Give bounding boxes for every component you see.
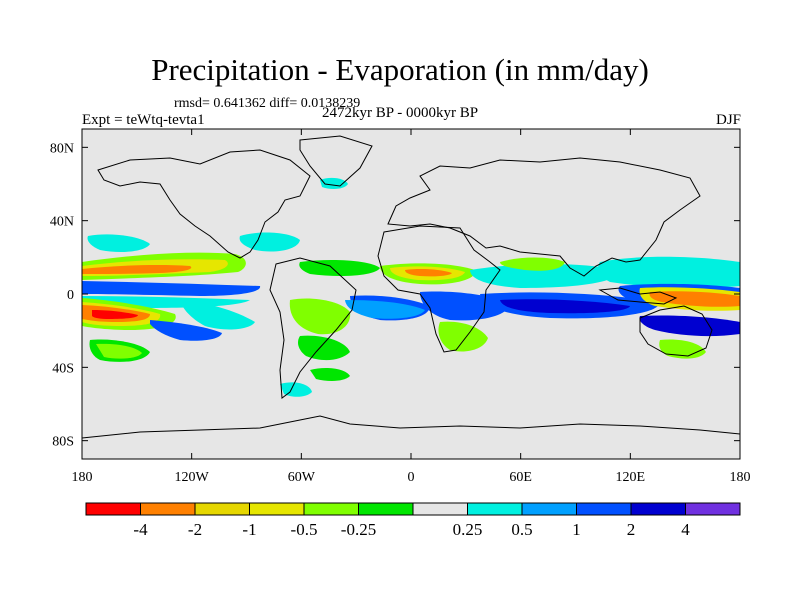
lat-tick-label: 0 (67, 288, 74, 303)
coast-north-america (97, 149, 311, 259)
plot-title: Precipitation - Evaporation (in mm/day) (151, 52, 649, 87)
colorbar-label: 2 (627, 520, 636, 539)
field-wpac-orange (649, 291, 740, 307)
field-south-pacific-red (92, 310, 138, 319)
colorbar-label: 1 (572, 520, 581, 539)
colorbar-label: -2 (188, 520, 202, 539)
field-indian-ocean-cyan (470, 264, 620, 288)
field-north-pacific-orange (82, 265, 192, 274)
field-south-pacific-cyan2 (180, 300, 255, 330)
field-eq-pacific-blue (82, 281, 261, 296)
colorbar-label: -0.25 (341, 520, 376, 539)
colorbar-label: -4 (133, 520, 148, 539)
colorbar-swatch (85, 502, 141, 516)
colorbar-swatch (467, 502, 523, 516)
colorbar-label: 0.5 (511, 520, 532, 539)
field-indian-ocean-lime (500, 257, 565, 271)
colorbar-label: -0.5 (291, 520, 318, 539)
colorbar-swatch (140, 502, 196, 516)
coast-south-america (269, 257, 357, 399)
lat-tick-label: 40S (52, 361, 74, 376)
anomaly-field (82, 177, 740, 397)
field-southern-africa-lime (438, 321, 488, 352)
coastlines (82, 135, 740, 439)
field-sahel-orange (405, 269, 452, 277)
colorbar-swatch (412, 502, 468, 516)
colorbar-swatch (521, 502, 577, 516)
field-south-pacific-blue (150, 320, 222, 341)
field-wpac-cyan (598, 256, 740, 289)
field-australia-lime (659, 339, 706, 359)
colorbar-swatch (576, 502, 632, 516)
period-label: 2472kyr BP - 0000kyr BP (322, 105, 479, 121)
colorbar-label: 4 (681, 520, 690, 539)
colorbar-swatch (630, 502, 686, 516)
field-samerica-lime (289, 298, 351, 335)
colorbar-label: -1 (242, 520, 256, 539)
lon-tick-label: 180 (730, 470, 751, 485)
lon-tick-label: 120W (175, 470, 210, 485)
coast-antarctica (82, 415, 740, 439)
lat-tick-label: 40N (50, 215, 74, 230)
coast-eurasia (387, 157, 701, 277)
coast-africa (377, 225, 501, 353)
colorbar-swatch (685, 502, 741, 516)
coast-indonesia (598, 287, 678, 305)
lat-tick-label: 80N (50, 141, 74, 156)
colorbar-swatch (303, 502, 359, 516)
lon-tick-label: 180 (72, 470, 93, 485)
field-australia-blue (639, 315, 740, 337)
lon-tick-label: 60W (288, 470, 316, 485)
lat-axis: 80N 40N 0 40S 80S (50, 141, 740, 450)
field-gulf-cyan (239, 232, 300, 252)
lon-axis: 180 120W 60W 0 60E 120E 180 (72, 129, 751, 485)
lat-tick-label: 80S (52, 435, 74, 450)
experiment-label: Expt = teWtq-tevta1 (82, 112, 205, 128)
colorbar-swatch (249, 502, 305, 516)
lon-tick-label: 60E (509, 470, 532, 485)
lon-tick-label: 120E (616, 470, 646, 485)
field-samerica-green (298, 335, 350, 361)
colorbar-swatch (194, 502, 250, 516)
field-south-atlantic-cyan (345, 300, 425, 319)
field-indian-ocean-darkblue (500, 299, 630, 314)
colorbar-label: 0.25 (453, 520, 483, 539)
colorbar-swatch (358, 502, 414, 516)
field-southern-ocean-green (310, 368, 350, 381)
coast-australia (639, 305, 713, 357)
field-atlantic-green (299, 260, 380, 276)
field-namerica-cyan (87, 234, 150, 252)
field-sw-pacific-lime (96, 343, 142, 359)
lon-tick-label: 0 (408, 470, 415, 485)
season-label: DJF (715, 112, 741, 128)
field-arctic-cyan (320, 177, 348, 189)
stats-label: rmsd= 0.641362 diff= 0.0138239 (174, 96, 361, 111)
colorbar: -4 -2 -1 -0.5 -0.25 0.25 0.5 1 2 4 (85, 502, 741, 539)
coast-greenland (299, 135, 373, 187)
